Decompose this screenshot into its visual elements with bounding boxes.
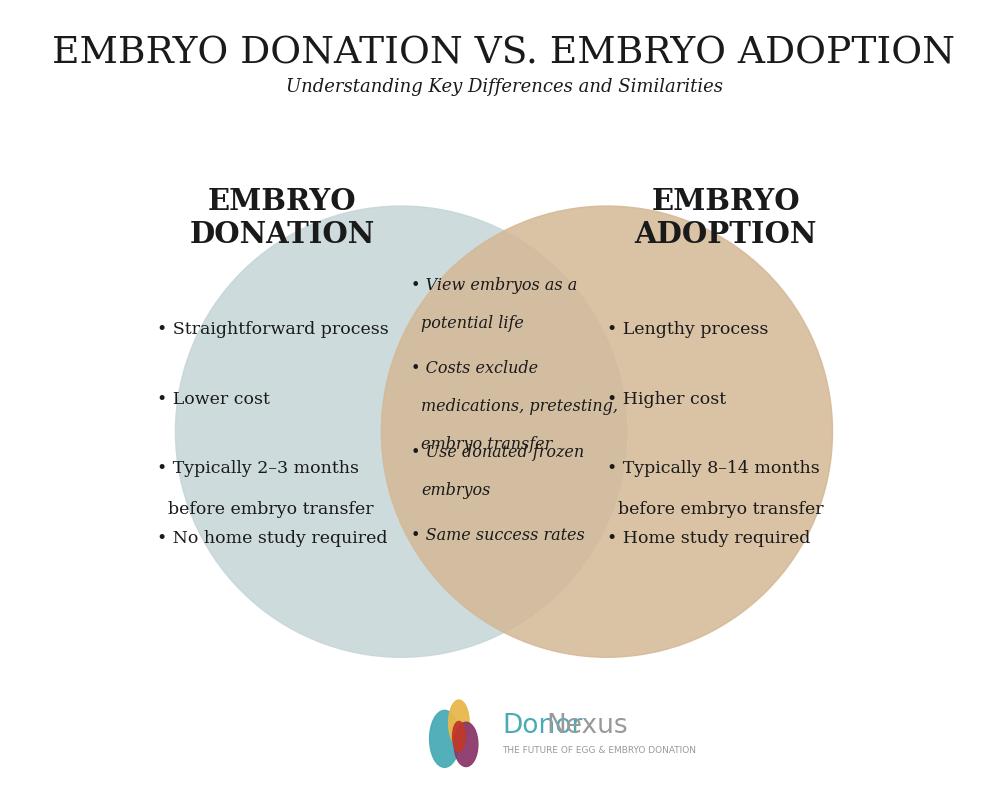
Text: potential life: potential life	[421, 315, 524, 332]
Text: • Lengthy process: • Lengthy process	[607, 321, 768, 338]
Text: THE FUTURE OF EGG & EMBRYO DONATION: THE FUTURE OF EGG & EMBRYO DONATION	[502, 746, 697, 755]
Text: • Use donated frozen: • Use donated frozen	[410, 443, 584, 461]
Text: • Typically 2–3 months: • Typically 2–3 months	[157, 460, 359, 477]
Text: Understanding Key Differences and Similarities: Understanding Key Differences and Simila…	[285, 78, 723, 95]
Circle shape	[381, 206, 833, 658]
Text: • Typically 8–14 months: • Typically 8–14 months	[607, 460, 820, 477]
Text: EMBRYO
DONATION: EMBRYO DONATION	[190, 186, 375, 250]
Text: • View embryos as a: • View embryos as a	[410, 278, 577, 294]
Text: before embryo transfer: before embryo transfer	[168, 502, 374, 518]
Text: Donor: Donor	[502, 713, 583, 739]
Text: medications, pretesting,: medications, pretesting,	[421, 398, 618, 415]
Text: embryos: embryos	[421, 482, 490, 498]
Text: • Same success rates: • Same success rates	[410, 526, 585, 544]
Text: • Straightforward process: • Straightforward process	[157, 321, 389, 338]
Ellipse shape	[455, 722, 478, 766]
Ellipse shape	[429, 710, 460, 767]
Ellipse shape	[453, 722, 466, 751]
Text: • No home study required: • No home study required	[157, 530, 388, 547]
Text: Nexus: Nexus	[546, 713, 628, 739]
Text: • Home study required: • Home study required	[607, 530, 810, 547]
Text: • Lower cost: • Lower cost	[157, 390, 270, 407]
Text: EMBRYO
ADOPTION: EMBRYO ADOPTION	[634, 186, 816, 250]
Text: embryo transfer: embryo transfer	[421, 437, 552, 454]
Text: • Costs exclude: • Costs exclude	[410, 361, 537, 378]
Circle shape	[175, 206, 627, 658]
Text: • Higher cost: • Higher cost	[607, 390, 726, 407]
Text: EMBRYO DONATION VS. EMBRYO ADOPTION: EMBRYO DONATION VS. EMBRYO ADOPTION	[52, 35, 956, 71]
Text: before embryo transfer: before embryo transfer	[618, 502, 824, 518]
Ellipse shape	[449, 700, 469, 746]
